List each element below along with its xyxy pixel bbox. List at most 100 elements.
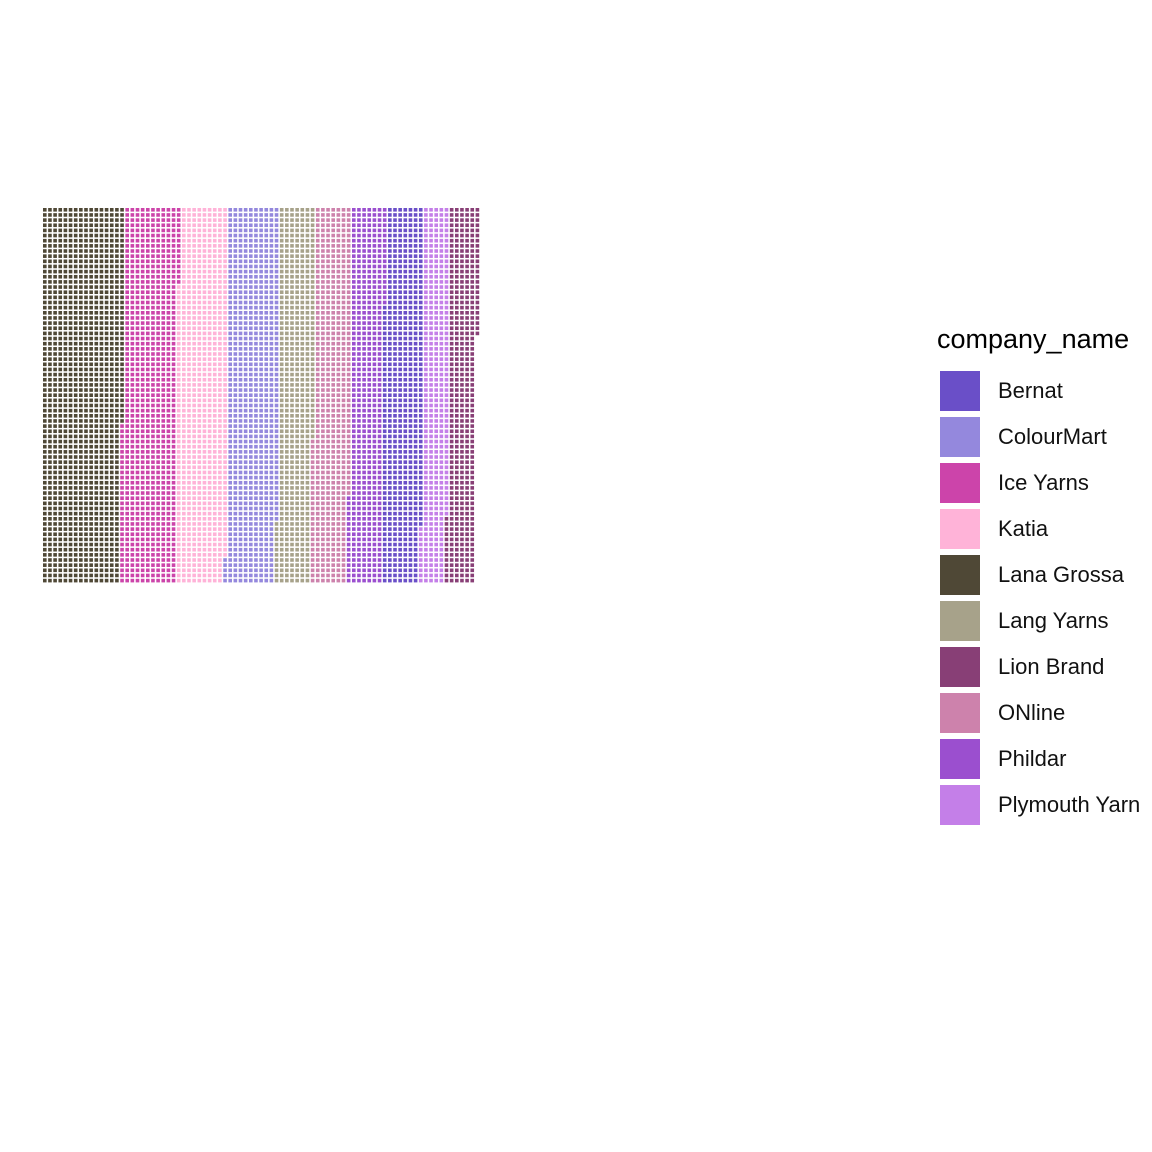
waffle-cell — [146, 264, 150, 269]
waffle-cell — [336, 475, 341, 480]
waffle-cell — [140, 547, 145, 552]
waffle-cell — [269, 578, 274, 583]
waffle-cell — [382, 408, 387, 413]
waffle-cell — [182, 388, 186, 392]
waffle-cell — [238, 414, 243, 418]
waffle-cell — [331, 511, 335, 516]
waffle-cell — [84, 568, 88, 573]
waffle-cell — [202, 537, 207, 542]
waffle-cell — [223, 439, 227, 444]
waffle-cell — [151, 249, 155, 253]
waffle-cell — [212, 573, 217, 578]
waffle-cell — [104, 578, 109, 583]
waffle-cell — [223, 321, 227, 325]
waffle-cell — [326, 336, 330, 341]
waffle-cell — [238, 547, 243, 552]
waffle-cell — [346, 475, 351, 480]
waffle-cell — [156, 444, 160, 449]
waffle-cell — [182, 537, 186, 542]
waffle-cell — [377, 444, 382, 449]
waffle-cell — [264, 522, 269, 526]
waffle-cell — [315, 254, 320, 258]
waffle-cell — [197, 403, 202, 408]
waffle-cell — [192, 377, 196, 382]
waffle-cell — [176, 218, 181, 222]
waffle-cell — [53, 372, 57, 377]
waffle-cell — [94, 274, 99, 279]
waffle-cell — [166, 424, 171, 428]
waffle-cell — [223, 511, 227, 516]
waffle-cell — [243, 331, 248, 336]
waffle-cell — [192, 491, 196, 495]
waffle-cell — [156, 522, 160, 526]
waffle-cell — [84, 573, 88, 578]
waffle-cell — [310, 480, 315, 485]
waffle-cell — [249, 218, 253, 222]
waffle-cell — [279, 244, 284, 248]
waffle-cell — [346, 331, 351, 336]
waffle-cell — [321, 517, 325, 521]
waffle-cell — [310, 470, 315, 475]
waffle-cell — [176, 429, 181, 434]
waffle-cell — [315, 486, 320, 490]
waffle-cell — [182, 305, 186, 310]
waffle-cell — [362, 274, 366, 279]
waffle-cell — [207, 424, 212, 428]
waffle-cell — [321, 347, 325, 351]
waffle-cell — [202, 517, 207, 521]
waffle-cell — [109, 305, 114, 310]
waffle-cell — [300, 362, 305, 367]
waffle-cell — [151, 295, 155, 300]
waffle-cell — [315, 419, 320, 423]
waffle-cell — [326, 295, 330, 300]
waffle-cell — [197, 372, 202, 377]
waffle-cell — [295, 465, 299, 470]
waffle-cell — [125, 341, 129, 346]
waffle-cell — [233, 465, 238, 470]
waffle-cell — [130, 352, 135, 356]
waffle-cell — [279, 537, 284, 542]
waffle-cell — [274, 424, 279, 428]
waffle-cell — [372, 506, 377, 511]
waffle-cell — [341, 223, 346, 228]
waffle-cell — [171, 496, 176, 500]
waffle-cell — [192, 383, 196, 387]
waffle-cell — [120, 434, 124, 439]
waffle-cell — [166, 233, 171, 238]
waffle-cell — [357, 285, 361, 289]
waffle-cell — [362, 496, 366, 500]
waffle-cell — [109, 527, 114, 531]
waffle-cell — [326, 341, 330, 346]
waffle-cell — [94, 300, 99, 305]
waffle-cell — [249, 408, 253, 413]
waffle-cell — [156, 537, 160, 542]
waffle-cell — [367, 264, 372, 269]
waffle-cell — [269, 228, 274, 233]
waffle-cell — [104, 429, 109, 434]
waffle-cell — [202, 470, 207, 475]
waffle-cell — [372, 434, 377, 439]
waffle-cell — [109, 542, 114, 547]
waffle-cell — [300, 295, 305, 300]
waffle-cell — [43, 300, 47, 305]
waffle-cell — [176, 249, 181, 253]
waffle-cell — [341, 419, 346, 423]
waffle-cell — [73, 223, 78, 228]
waffle-cell — [109, 496, 114, 500]
waffle-cell — [249, 486, 253, 490]
waffle-cell — [223, 429, 227, 434]
waffle-cell — [156, 238, 160, 243]
waffle-cell — [156, 208, 160, 212]
waffle-cell — [89, 233, 93, 238]
waffle-cell — [218, 496, 222, 500]
waffle-cell — [68, 450, 73, 454]
waffle-cell — [125, 244, 129, 248]
waffle-cell — [243, 553, 248, 557]
waffle-cell — [109, 367, 114, 372]
waffle-cell — [79, 450, 83, 454]
waffle-cell — [73, 542, 78, 547]
waffle-cell — [182, 403, 186, 408]
waffle-cell — [176, 517, 181, 521]
waffle-cell — [146, 305, 150, 310]
waffle-cell — [89, 388, 93, 392]
